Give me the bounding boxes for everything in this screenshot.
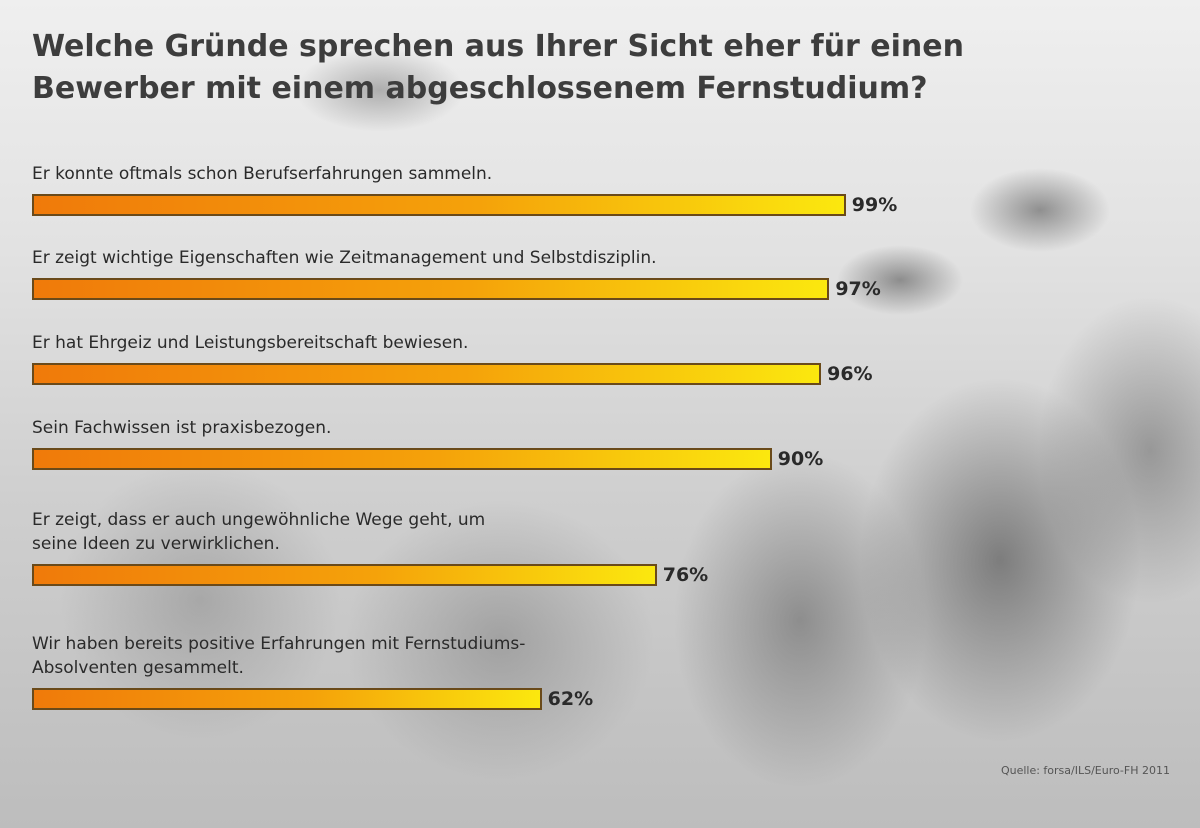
bar (32, 278, 830, 300)
category-label: Sein Fachwissen ist praxisbezogen. (32, 418, 332, 438)
bar-item: Er zeigt wichtige Eigenschaften wie Zeit… (32, 246, 881, 302)
source-note: Quelle: forsa/ILS/Euro-FH 2011 (1000, 764, 1170, 777)
bar-item: Er konnte oftmals schon Berufserfahrunge… (32, 162, 897, 218)
value-label: 96% (827, 363, 873, 385)
bar-item: Er hat Ehrgeiz und Leistungsbereitschaft… (32, 331, 873, 387)
bar (32, 564, 657, 586)
bar-row: 62% (32, 686, 593, 712)
bar-row: 96% (32, 361, 873, 387)
bar (32, 363, 822, 385)
value-label: 62% (547, 688, 594, 710)
value-label: 76% (662, 564, 709, 586)
bar-row: 90% (32, 446, 823, 472)
bar-row: 76% (32, 562, 708, 588)
bar-item: Sein Fachwissen ist praxisbezogen. 90% (32, 416, 823, 472)
value-label: 99% (851, 194, 898, 216)
bar (32, 194, 846, 216)
category-label: Er zeigt wichtige Eigenschaften wie Zeit… (32, 248, 657, 268)
category-label: Er zeigt, dass er auch ungewöhnliche Weg… (32, 510, 486, 554)
bar-row: 99% (32, 192, 897, 218)
category-label: Wir haben bereits positive Erfahrungen m… (32, 634, 526, 678)
value-label: 90% (777, 448, 824, 470)
bar-row: 97% (32, 276, 881, 302)
category-label: Er hat Ehrgeiz und Leistungsbereitschaft… (32, 333, 469, 353)
value-label: 97% (835, 278, 881, 300)
bar-item: Er zeigt, dass er auch ungewöhnliche Weg… (32, 508, 708, 588)
bar (32, 688, 542, 710)
bar-item: Wir haben bereits positive Erfahrungen m… (32, 632, 593, 712)
category-label: Er konnte oftmals schon Berufserfahrunge… (32, 164, 493, 184)
chart-title: Welche Gründe sprechen aus Ihrer Sicht e… (32, 29, 964, 106)
bar (32, 448, 772, 470)
